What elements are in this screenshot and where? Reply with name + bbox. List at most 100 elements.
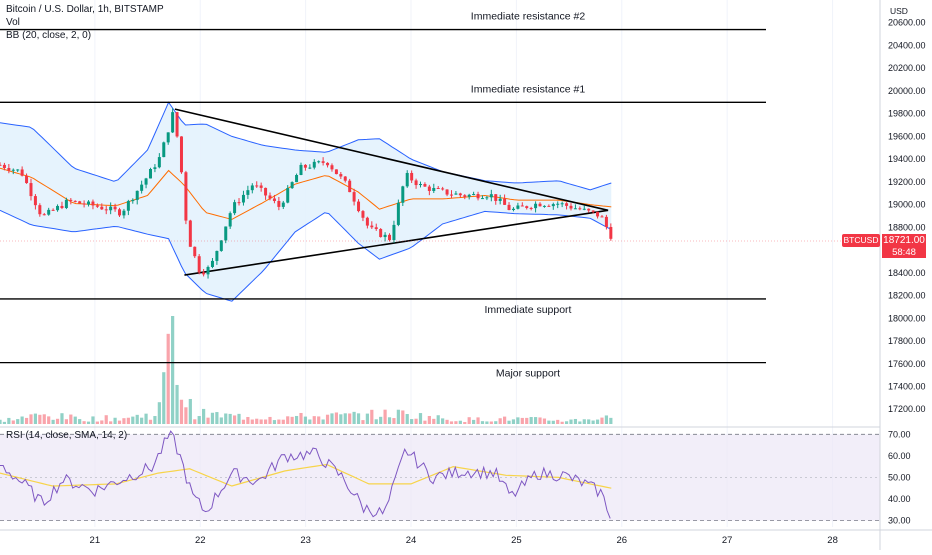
volume-bar (560, 421, 564, 424)
candle-body (348, 180, 352, 193)
triangle-upper-line (174, 108, 609, 212)
volume-bar (542, 418, 547, 424)
price-tick-label: 18800.00 (888, 222, 926, 232)
volume-bar (117, 420, 122, 424)
x-tick-label: 27 (722, 535, 733, 546)
candle-body (277, 200, 281, 207)
candle-body (476, 193, 480, 199)
candle-body (157, 157, 161, 168)
volume-bar (241, 419, 246, 424)
candle-body (104, 209, 108, 211)
level-label: Immediate resistance #1 (471, 83, 586, 95)
volume-bar (29, 414, 33, 424)
volume-bar (374, 419, 378, 424)
candle-body (246, 190, 250, 195)
volume-bar (202, 408, 206, 424)
price-tick-label: 17600.00 (888, 359, 926, 369)
volume-bar (538, 417, 542, 424)
candle-body (281, 202, 285, 207)
bollinger-upper (0, 101, 612, 191)
candle-body (135, 190, 139, 200)
volume-bar (20, 416, 24, 424)
volume-bar (361, 420, 365, 424)
volume-bar (42, 414, 46, 424)
volume-bar (135, 414, 139, 424)
volume-bar (569, 419, 573, 424)
candle-body (20, 169, 24, 176)
volume-bar (582, 419, 586, 424)
volume-bar (365, 413, 369, 424)
volume-bar (60, 413, 64, 424)
candle-body (264, 187, 268, 196)
volume-bar (587, 419, 591, 424)
price-tick-label: 19200.00 (888, 177, 926, 187)
rsi-tick-label: 60.00 (888, 451, 911, 461)
price-tick-label: 20600.00 (888, 18, 926, 28)
volume-bar (379, 416, 383, 424)
candle-body (410, 172, 414, 181)
level-label: Immediate support (485, 304, 572, 316)
rsi-tick-label: 30.00 (888, 516, 911, 526)
candle-body (91, 201, 95, 206)
price-tick-label: 19400.00 (888, 154, 926, 164)
candle-body (140, 184, 144, 191)
candle-body (286, 188, 290, 203)
candle-body (144, 178, 148, 185)
volume-bar (494, 421, 498, 424)
candle-body (578, 208, 582, 210)
candle-body (432, 187, 436, 191)
volume-bar (578, 421, 582, 424)
candle-body (396, 202, 400, 225)
volume-bar (551, 420, 555, 424)
volume-bar (458, 420, 462, 424)
volume-bar (348, 413, 352, 424)
price-tag-symbol: BTCUSD (842, 234, 880, 247)
candle-body (480, 198, 484, 200)
volume-bar (51, 419, 55, 424)
volume-bar (11, 420, 15, 424)
candle-body (419, 184, 423, 186)
candle-body (565, 203, 569, 206)
candlesticks (0, 108, 613, 279)
candle-body (321, 161, 325, 163)
candle-body (569, 205, 573, 209)
price-tick-label: 18400.00 (888, 268, 926, 278)
volume-bar (317, 416, 321, 424)
candle-body (95, 205, 99, 207)
candle-body (47, 209, 51, 215)
price-tag-value: 18721.00 (882, 234, 926, 247)
price-tick-label: 20200.00 (888, 63, 926, 73)
volume-bar (370, 409, 374, 424)
candle-body (87, 201, 91, 205)
price-tick-label: 17200.00 (888, 404, 926, 414)
candle-body (166, 132, 170, 143)
volume-bar (387, 417, 392, 424)
volume-bar (259, 419, 263, 424)
candle-body (458, 193, 462, 196)
candle-body (551, 204, 555, 207)
candle-body (525, 206, 529, 208)
candle-body (392, 224, 396, 241)
volume-bar (95, 421, 99, 424)
volume-bar (325, 414, 330, 424)
candle-body (272, 198, 276, 201)
volume-bar (73, 416, 77, 424)
candle-body (241, 194, 245, 203)
candle-body (7, 168, 11, 171)
candle-body (162, 142, 166, 158)
volume-bar (210, 412, 215, 424)
last-price-tag: BTCUSD 18721.00 58:48 (842, 234, 926, 258)
candle-body (73, 200, 77, 202)
volume-bar (516, 417, 520, 424)
candle-body (361, 211, 365, 218)
candle-body (295, 175, 299, 183)
candle-body (175, 112, 179, 137)
volume-bar (232, 415, 237, 424)
volume-bar (396, 409, 400, 424)
volume-bar (237, 413, 241, 424)
candle-body (472, 193, 476, 195)
symbol-title: Bitcoin / U.S. Dollar, 1h, BITSTAMP (6, 4, 164, 15)
candle-body (317, 161, 321, 163)
candle-body (224, 226, 228, 241)
